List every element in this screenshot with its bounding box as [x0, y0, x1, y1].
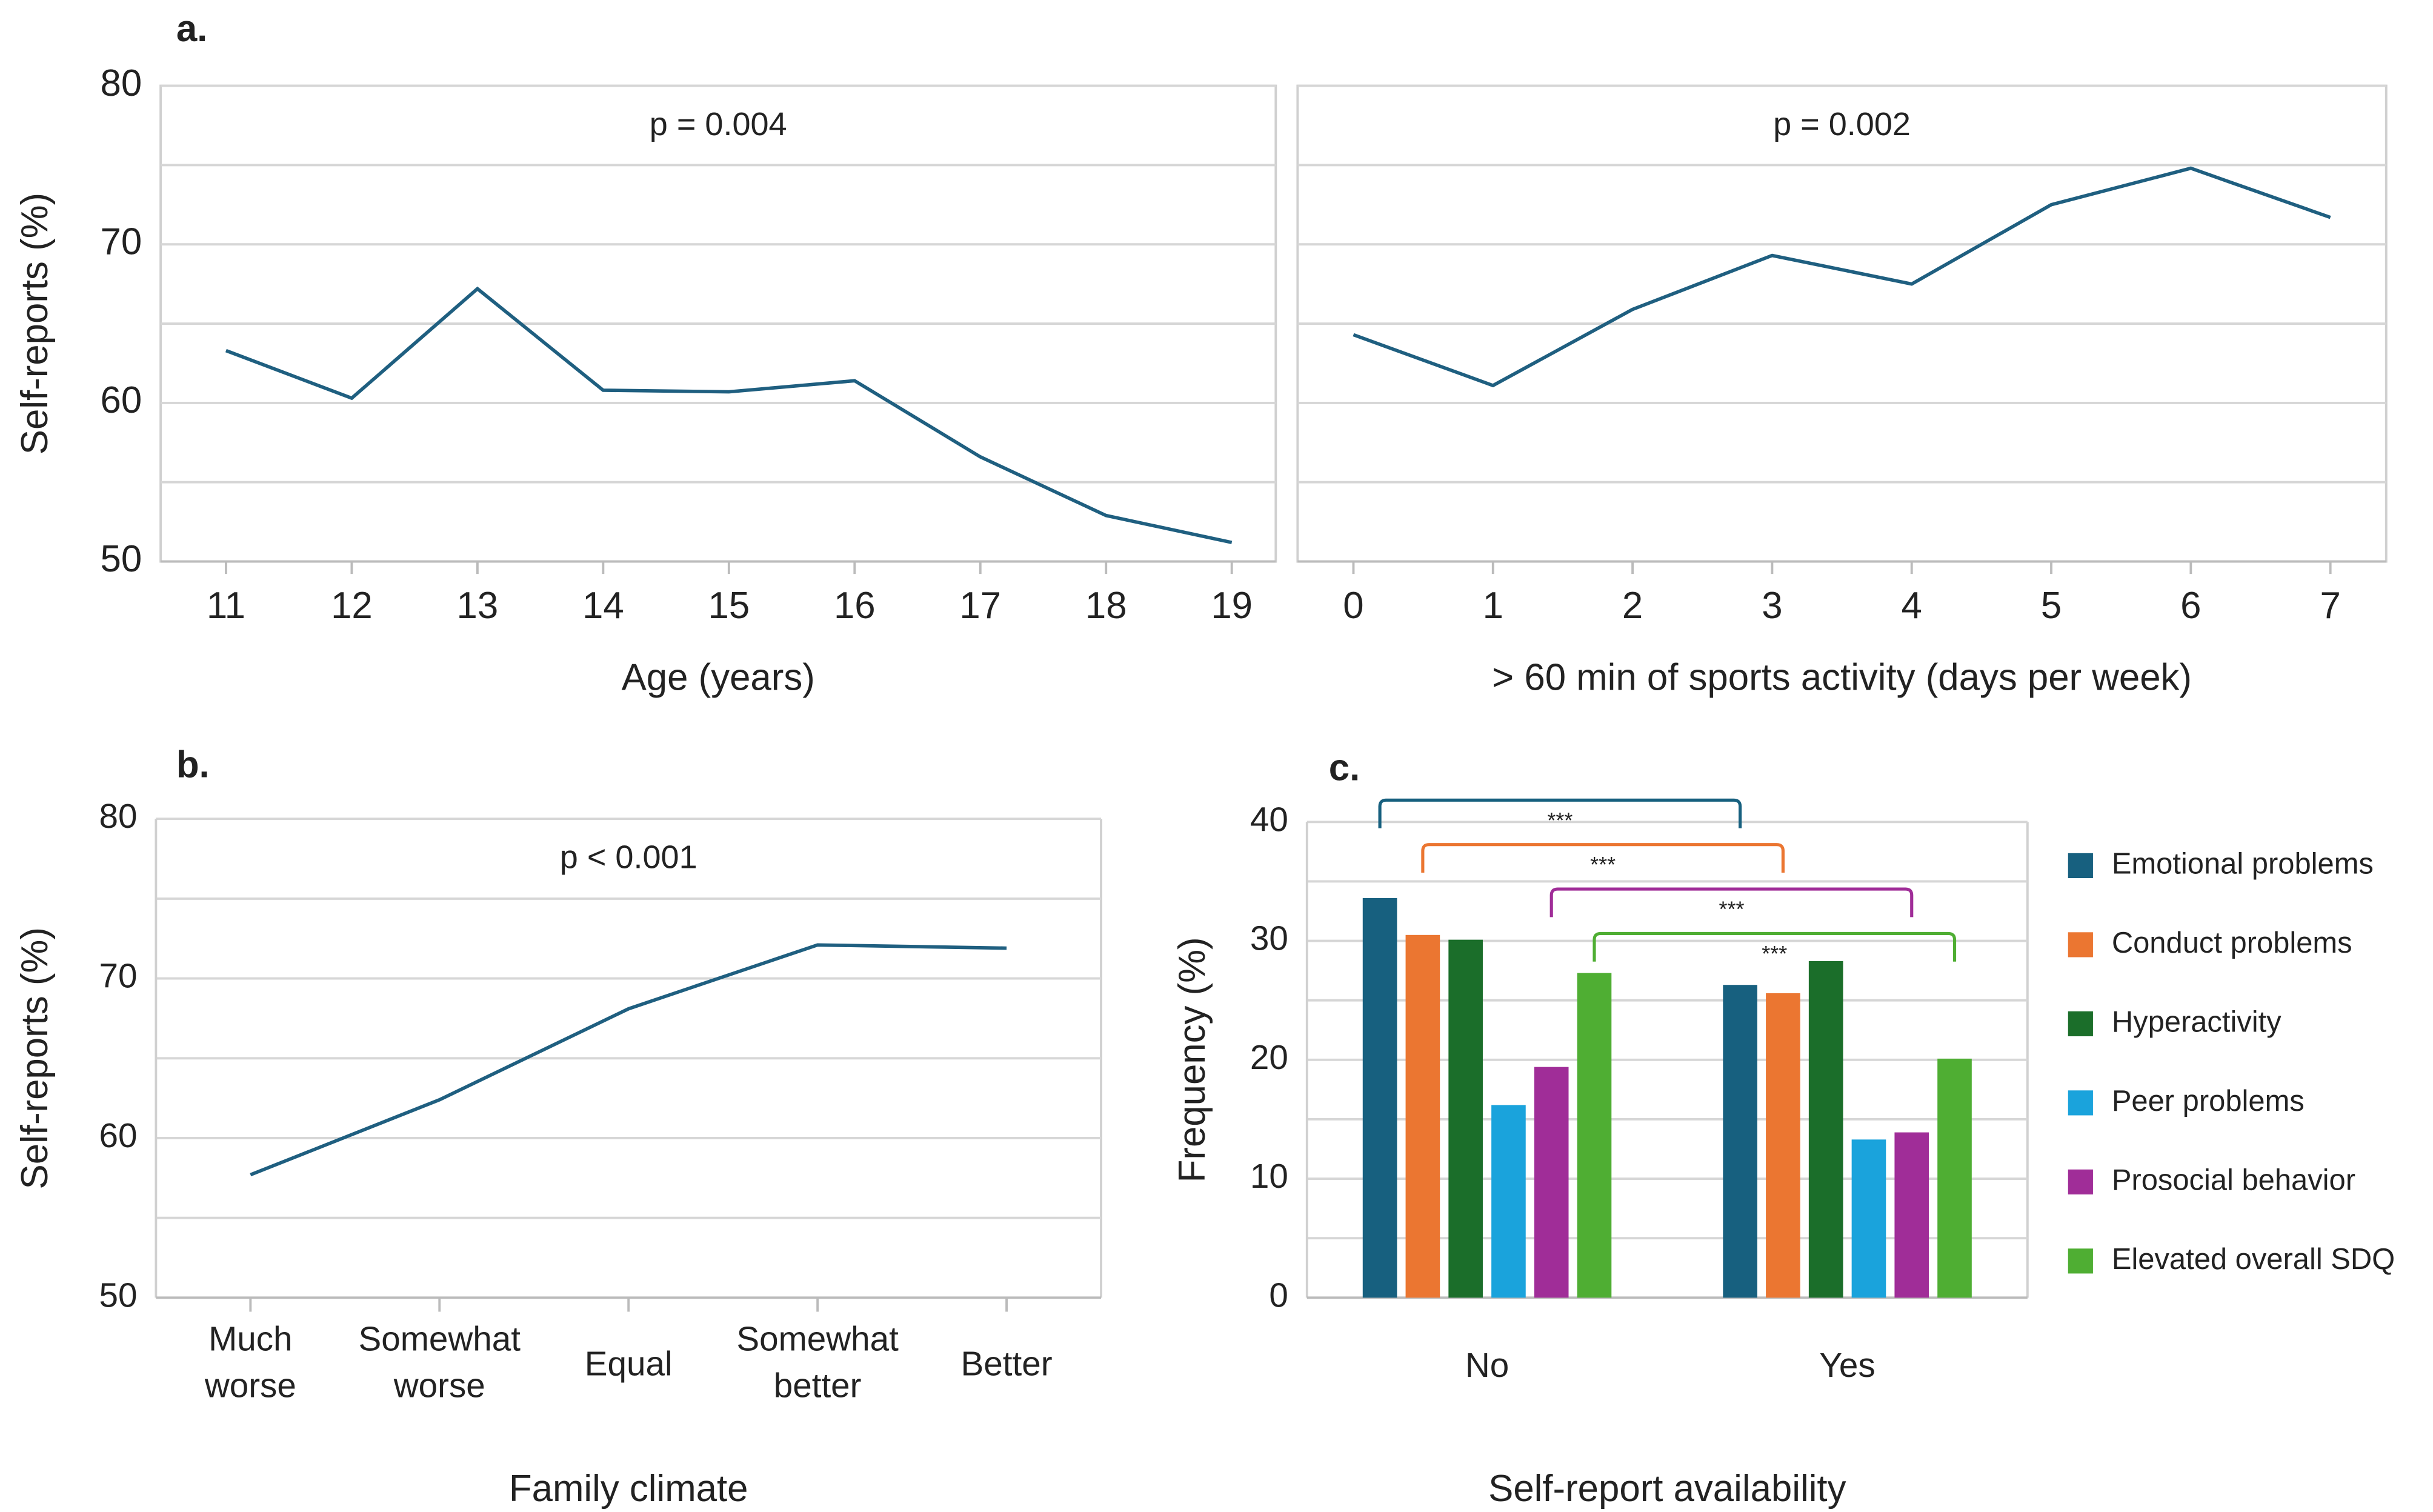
- legend-swatch: [2068, 853, 2093, 879]
- significance-bracket: [1378, 798, 1742, 828]
- legend-label: Prosocial behavior: [2112, 1164, 2355, 1196]
- legend-label: Conduct problems: [2112, 927, 2352, 959]
- bar: [1894, 1132, 1929, 1298]
- significance-label: ***: [1762, 941, 1787, 966]
- y-tick-label: 60: [101, 379, 142, 421]
- x-tick-label: 19: [1211, 585, 1253, 627]
- y-axis-label: Self-reports (%): [14, 193, 56, 455]
- x-tick-label: Much worse: [204, 1319, 296, 1404]
- x-tick-label: 17: [959, 585, 1001, 627]
- y-tick-label: 70: [99, 957, 138, 995]
- bar: [1937, 1058, 1972, 1298]
- y-tick-label: 50: [99, 1276, 138, 1314]
- bar: [1766, 993, 1800, 1298]
- x-axis-label: Family climate: [509, 1468, 748, 1510]
- x-tick-label: 6: [2180, 585, 2201, 627]
- y-axis-label: Self-reports (%): [14, 927, 56, 1189]
- legend-swatch: [2068, 1090, 2093, 1116]
- p-value: p = 0.004: [650, 106, 787, 142]
- legend-label: Elevated overall SDQ: [2112, 1243, 2395, 1276]
- bar: [1362, 898, 1397, 1298]
- y-tick-label: 0: [1269, 1276, 1288, 1314]
- p-value: p = 0.002: [1773, 106, 1911, 142]
- legend-label: Peer problems: [2112, 1085, 2305, 1117]
- legend-label: Hyperactivity: [2112, 1005, 2282, 1038]
- bar: [1851, 1139, 1886, 1298]
- x-tick-label: 11: [207, 585, 245, 627]
- x-tick-label: 7: [2320, 585, 2340, 627]
- x-tick-label: 5: [2041, 585, 2062, 627]
- x-axis-label: > 60 min of sports activity (days per we…: [1492, 656, 2192, 698]
- y-tick-label: 60: [99, 1116, 138, 1154]
- y-tick-label: 20: [1250, 1038, 1288, 1076]
- line: [225, 286, 1233, 544]
- y-tick-label: 10: [1250, 1157, 1288, 1195]
- x-axis-label: Self-report availability: [1488, 1468, 1846, 1510]
- significance-bracket: [1549, 887, 1914, 918]
- legend-label: Emotional problems: [2112, 847, 2374, 880]
- y-tick-label: 80: [101, 62, 142, 104]
- panel-label: c.: [1329, 747, 1360, 789]
- x-tick-word: better: [774, 1367, 862, 1405]
- significance-bracket: [1421, 843, 1785, 873]
- p-value: p < 0.001: [560, 839, 697, 875]
- bar: [1448, 939, 1483, 1298]
- significance-bracket: [1593, 931, 1957, 962]
- y-tick-label: 70: [101, 221, 142, 263]
- significance-label: ***: [1719, 897, 1744, 922]
- y-tick-label: 50: [101, 538, 142, 580]
- x-tick-label: 2: [1622, 585, 1643, 627]
- x-tick-label: 14: [582, 585, 624, 627]
- x-tick-label: Better: [961, 1345, 1053, 1383]
- x-tick-label: Equal: [585, 1345, 673, 1383]
- y-axis-label: Frequency (%): [1171, 937, 1213, 1182]
- y-tick-label: 30: [1250, 919, 1288, 957]
- bar: [1534, 1067, 1569, 1298]
- x-tick-label: Somewhat worse: [359, 1319, 521, 1404]
- panel-label: a.: [176, 8, 208, 50]
- x-tick-word: Somewhat: [359, 1319, 521, 1357]
- panel-label: b.: [176, 744, 210, 786]
- legend-swatch: [2068, 1011, 2093, 1036]
- bar: [1808, 961, 1843, 1298]
- significance-label: ***: [1547, 808, 1573, 833]
- y-tick-label: 40: [1250, 800, 1288, 838]
- bar: [1723, 985, 1757, 1298]
- x-tick-label: Yes: [1819, 1346, 1875, 1384]
- legend-swatch: [2068, 1169, 2093, 1194]
- x-tick-label: 16: [834, 585, 876, 627]
- x-tick-word: Somewhat: [736, 1319, 899, 1357]
- x-tick-label: 18: [1085, 585, 1127, 627]
- x-tick-label: 0: [1343, 585, 1363, 627]
- x-tick-word: Much: [208, 1319, 292, 1357]
- x-tick-label: 3: [1762, 585, 1782, 627]
- bar: [1491, 1105, 1526, 1298]
- line: [1353, 166, 2331, 388]
- x-tick-label: Somewhat better: [736, 1319, 899, 1404]
- x-tick-label: 1: [1483, 585, 1503, 627]
- legend-swatch: [2068, 932, 2093, 957]
- x-tick-label: 12: [331, 585, 373, 627]
- x-tick-label: 13: [457, 585, 499, 627]
- bar: [1577, 973, 1612, 1298]
- bar: [1405, 934, 1440, 1298]
- x-tick-label: 4: [1902, 585, 1922, 627]
- x-tick-label: No: [1465, 1346, 1509, 1384]
- y-tick-label: 80: [99, 797, 138, 835]
- x-tick-word: worse: [204, 1367, 296, 1405]
- x-tick-label: 15: [708, 585, 750, 627]
- significance-label: ***: [1590, 852, 1616, 877]
- x-axis-label: Age (years): [622, 656, 815, 698]
- legend-swatch: [2068, 1248, 2093, 1274]
- x-tick-word: worse: [393, 1367, 485, 1405]
- line: [250, 943, 1007, 1177]
